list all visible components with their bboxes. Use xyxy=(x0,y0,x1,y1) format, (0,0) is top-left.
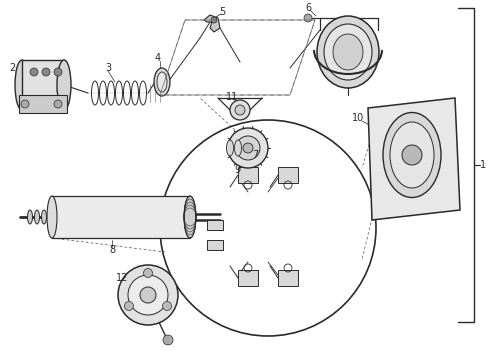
Circle shape xyxy=(124,302,133,310)
Polygon shape xyxy=(278,270,298,286)
Ellipse shape xyxy=(235,140,242,156)
Circle shape xyxy=(21,100,29,108)
Text: 8: 8 xyxy=(109,245,115,255)
Circle shape xyxy=(42,68,50,76)
Text: 4: 4 xyxy=(155,53,161,63)
Polygon shape xyxy=(207,240,223,250)
Text: 1: 1 xyxy=(480,160,486,170)
Bar xyxy=(19,95,67,113)
Ellipse shape xyxy=(383,112,441,198)
Circle shape xyxy=(243,143,253,153)
Polygon shape xyxy=(238,270,258,286)
Text: 7: 7 xyxy=(252,150,258,160)
Ellipse shape xyxy=(184,196,196,238)
Polygon shape xyxy=(207,220,223,230)
Ellipse shape xyxy=(226,140,234,156)
Polygon shape xyxy=(238,167,258,183)
Circle shape xyxy=(128,275,168,315)
Text: 2: 2 xyxy=(9,63,15,73)
Ellipse shape xyxy=(57,60,71,110)
Circle shape xyxy=(235,105,245,115)
Circle shape xyxy=(54,68,62,76)
Polygon shape xyxy=(368,98,460,220)
Circle shape xyxy=(144,269,152,278)
Bar xyxy=(52,196,190,238)
Text: 12: 12 xyxy=(116,273,128,283)
Circle shape xyxy=(163,302,172,310)
Text: 11: 11 xyxy=(226,92,238,102)
Text: 3: 3 xyxy=(105,63,111,73)
Circle shape xyxy=(163,335,173,345)
Ellipse shape xyxy=(333,34,363,70)
Ellipse shape xyxy=(317,16,379,88)
Ellipse shape xyxy=(154,68,170,96)
Bar xyxy=(22,60,64,110)
Ellipse shape xyxy=(157,72,167,92)
Circle shape xyxy=(118,265,178,325)
Ellipse shape xyxy=(27,210,32,224)
Circle shape xyxy=(304,14,312,22)
Circle shape xyxy=(54,100,62,108)
Polygon shape xyxy=(278,167,298,183)
Ellipse shape xyxy=(42,210,47,224)
Ellipse shape xyxy=(34,210,40,224)
Bar xyxy=(22,60,64,110)
Ellipse shape xyxy=(390,122,434,188)
Circle shape xyxy=(236,136,260,160)
Bar xyxy=(52,196,190,238)
Polygon shape xyxy=(204,15,220,32)
Text: 5: 5 xyxy=(219,7,225,17)
Text: 10: 10 xyxy=(352,113,364,123)
Text: 9: 9 xyxy=(234,165,240,175)
Circle shape xyxy=(30,68,38,76)
Circle shape xyxy=(140,287,156,303)
Ellipse shape xyxy=(47,196,57,238)
Circle shape xyxy=(402,145,422,165)
Circle shape xyxy=(230,100,250,120)
Text: 6: 6 xyxy=(305,3,311,13)
Circle shape xyxy=(211,17,217,23)
Circle shape xyxy=(228,128,268,168)
Ellipse shape xyxy=(15,60,29,110)
Ellipse shape xyxy=(324,24,372,80)
